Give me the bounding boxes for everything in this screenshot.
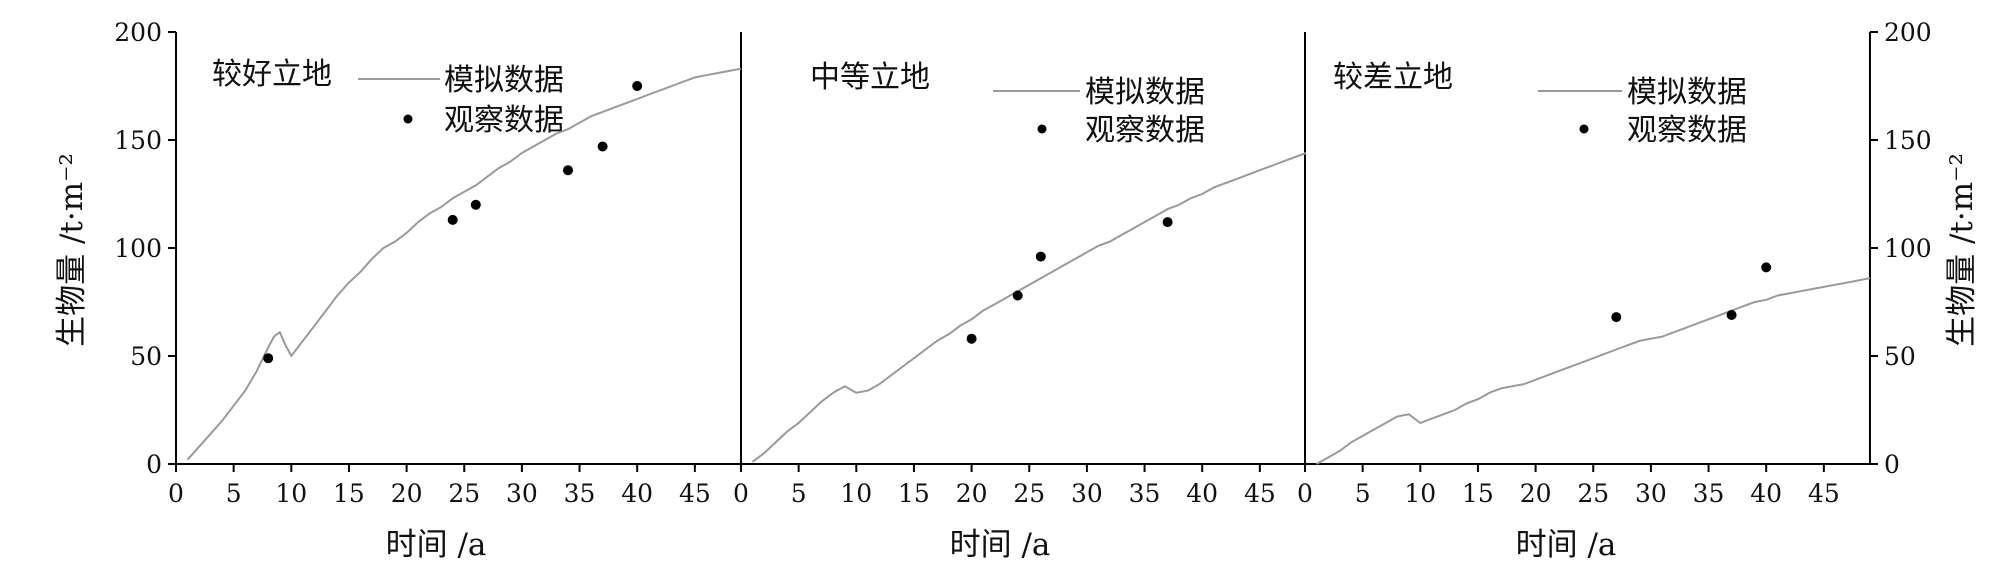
x-tick-label-p1-8: 40 (1186, 479, 1218, 508)
x-tick-label-p0-1: 5 (226, 479, 242, 508)
x-tick-label-p1-2: 10 (840, 479, 872, 508)
observed-point-p1-3 (1162, 217, 1173, 228)
x-tick-label-p2-5: 25 (1577, 479, 1609, 508)
y-tick-label-left-2: 100 (114, 234, 162, 263)
x-tick-label-p2-7: 35 (1693, 479, 1725, 508)
x-tick-label-p1-1: 5 (791, 479, 807, 508)
legend-observed-1: 观察数据 (1085, 113, 1205, 148)
legend-dot-0 (403, 114, 413, 124)
x-tick-label-p2-3: 15 (1462, 479, 1494, 508)
x-tick-label-p2-9: 45 (1808, 479, 1840, 508)
x-tick-label-p2-1: 5 (1355, 479, 1371, 508)
simulated-line-p0 (186, 67, 742, 461)
observed-point-p2-0 (1611, 312, 1622, 323)
observed-point-p0-2 (470, 199, 481, 210)
panel-title-2: 较差立地 (1333, 60, 1453, 95)
x-tick-label-p2-6: 30 (1635, 479, 1667, 508)
legend-simulated-0: 模拟数据 (444, 63, 564, 98)
x-tick-label-p1-3: 15 (898, 479, 930, 508)
observed-point-p1-0 (966, 333, 977, 344)
panel-title-0: 较好立地 (212, 57, 332, 92)
x-tick-label-p1-9: 45 (1244, 479, 1276, 508)
x-tick-label-p0-9: 45 (679, 479, 711, 508)
y-tick-label-right-3: 150 (1884, 126, 1932, 155)
x-axis-title-2: 时间 /a (1516, 527, 1617, 563)
x-tick-label-p0-3: 15 (333, 479, 365, 508)
y-tick-label-right-2: 100 (1884, 234, 1932, 263)
x-tick-label-p0-4: 20 (391, 479, 423, 508)
x-tick-label-p2-0: 0 (1297, 479, 1313, 508)
legend-simulated-2: 模拟数据 (1627, 75, 1747, 110)
y-axis-title-left: 生物量 /t·m⁻² (54, 153, 90, 347)
y-tick-label-right-4: 200 (1884, 18, 1932, 47)
x-tick-label-p0-7: 35 (564, 479, 596, 508)
y-tick-label-left-1: 50 (130, 342, 162, 371)
y-tick-label-left-0: 0 (146, 450, 162, 479)
x-tick-label-p2-2: 10 (1404, 479, 1436, 508)
x-axis-title-0: 时间 /a (386, 527, 487, 563)
x-tick-label-p1-6: 30 (1071, 479, 1103, 508)
y-axis-title-right: 生物量 /t·m⁻² (1944, 153, 1980, 347)
x-tick-label-p2-4: 20 (1520, 479, 1552, 508)
panel-title-1: 中等立地 (810, 60, 930, 95)
x-tick-label-p1-4: 20 (956, 479, 988, 508)
x-tick-label-p0-0: 0 (168, 479, 184, 508)
legend-observed-2: 观察数据 (1627, 113, 1747, 148)
observed-point-p0-4 (597, 141, 608, 152)
legend-simulated-1: 模拟数据 (1085, 75, 1205, 110)
observed-point-p1-1 (1012, 290, 1023, 301)
x-tick-label-p1-5: 25 (1013, 479, 1045, 508)
x-tick-label-p1-0: 0 (733, 479, 749, 508)
x-tick-label-p0-6: 30 (506, 479, 538, 508)
legend-observed-0: 观察数据 (444, 103, 564, 138)
observed-point-p0-0 (263, 353, 274, 364)
legend-dot-2 (1579, 124, 1589, 134)
x-tick-label-p1-7: 35 (1129, 479, 1161, 508)
observed-point-p1-2 (1035, 251, 1046, 262)
observed-point-p2-1 (1726, 310, 1737, 320)
observed-point-p2-2 (1761, 262, 1772, 273)
x-tick-label-p0-2: 10 (275, 479, 307, 508)
simulated-line-p2 (1316, 277, 1871, 465)
y-tick-label-right-1: 50 (1884, 342, 1916, 371)
x-tick-label-p0-5: 25 (448, 479, 480, 508)
y-tick-label-left-3: 150 (114, 126, 162, 155)
x-tick-label-p0-8: 40 (621, 479, 653, 508)
y-tick-label-right-0: 0 (1884, 450, 1900, 479)
simulated-line-p1 (751, 152, 1307, 463)
observed-point-p0-5 (632, 81, 643, 91)
observed-point-p0-1 (447, 214, 458, 225)
legend-dot-1 (1037, 124, 1047, 134)
observed-point-p0-3 (563, 165, 573, 176)
x-tick-label-p2-8: 40 (1750, 479, 1782, 508)
y-tick-label-left-4: 200 (114, 18, 162, 47)
x-axis-title-1: 时间 /a (950, 527, 1051, 563)
